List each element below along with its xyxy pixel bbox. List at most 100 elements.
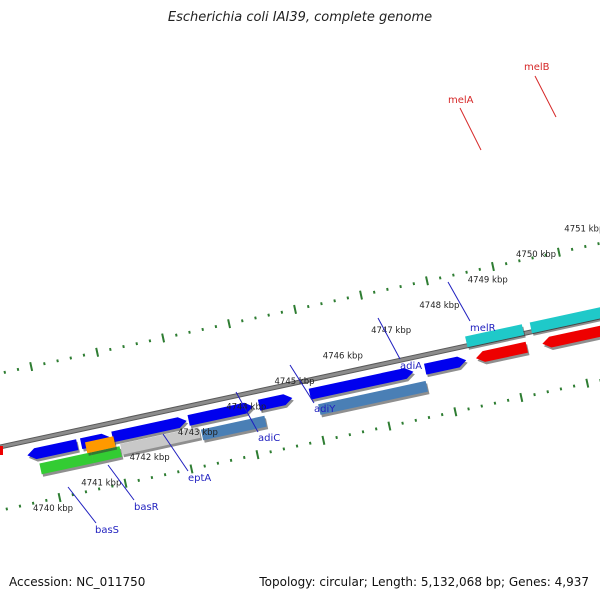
outer-tick-mark: [333, 299, 336, 303]
inner-tick-mark: [546, 390, 549, 394]
outer-tick-mark: [359, 290, 363, 300]
outer-tick-mark: [201, 327, 204, 331]
outer-tick-mark: [82, 353, 86, 357]
green-feature: [91, 446, 122, 464]
cds-feature: [111, 417, 187, 443]
inner-tick-mark: [506, 398, 510, 402]
inner-tick-mark: [374, 427, 378, 431]
outer-tick-mark: [425, 276, 429, 286]
orange-feature: [85, 436, 116, 454]
outer-tick-mark: [29, 361, 34, 372]
gene-label: basS: [95, 525, 119, 536]
inner-tick-mark: [585, 378, 590, 388]
scale-label: 4751 kbp: [564, 225, 600, 235]
inner-tick-mark: [401, 421, 404, 425]
inner-tick-mark: [308, 441, 312, 445]
cds-feature: [308, 368, 414, 400]
inner-tick-mark: [255, 450, 260, 460]
outer-tick-mark: [56, 359, 59, 363]
inner-tick-mark: [242, 455, 246, 460]
gene-leader-line: [377, 317, 401, 360]
scale-label: 4749 kbp: [468, 275, 508, 285]
inner-tick-mark: [45, 498, 48, 502]
inner-tick-mark: [189, 464, 194, 474]
gene-leader-line: [235, 391, 259, 433]
inner-tick-mark: [111, 484, 114, 488]
inner-tick-mark: [216, 461, 220, 465]
outer-tick-mark: [254, 316, 257, 320]
inner-tick-mark: [493, 401, 497, 405]
inner-tick-mark: [335, 435, 338, 440]
inner-tick-mark: [203, 464, 206, 468]
inner-tick-mark: [57, 492, 62, 503]
scale-label: 4743 kbp: [178, 428, 218, 438]
outer-tick-mark: [241, 319, 244, 323]
reverse-cds-feature: [318, 380, 428, 415]
rrna-feature-cyan: [465, 324, 525, 348]
inner-tick-mark: [97, 487, 101, 491]
outer-tick-mark: [346, 296, 350, 300]
outer-tick-mark: [399, 284, 402, 289]
gene-label: eptA: [188, 473, 211, 484]
accession-label: Accession: NC_011750: [9, 575, 146, 589]
inner-tick-mark: [18, 504, 22, 508]
cds-feature: [424, 356, 467, 375]
inner-tick-mark: [150, 475, 154, 480]
outer-tick-mark: [148, 339, 152, 343]
outer-tick-mark: [372, 290, 376, 294]
gene-label: adiC: [258, 433, 280, 444]
gene-label: melB: [524, 62, 550, 73]
outer-tick-mark: [386, 287, 389, 291]
inner-tick-mark: [467, 407, 470, 411]
outer-tick-mark: [161, 333, 166, 343]
inner-tick-mark: [361, 430, 365, 434]
outer-tick-mark: [478, 267, 482, 271]
rrna-feature-red: [542, 325, 600, 348]
inner-tick-mark: [533, 393, 536, 397]
outer-tick-mark: [293, 304, 297, 315]
outer-tick-mark: [43, 362, 46, 366]
scale-label: 4742 kbp: [130, 453, 170, 463]
cds-feature: [27, 439, 79, 460]
scale-label: 4750 kbp: [516, 250, 556, 260]
gray-feature: [120, 427, 201, 455]
outer-tick-mark: [306, 304, 310, 309]
scale-label: 4741 kbp: [81, 479, 121, 489]
outer-tick-mark: [438, 276, 442, 280]
inner-tick-mark: [519, 392, 524, 403]
outer-tick-mark: [16, 367, 20, 372]
gene-leader-line: [534, 75, 557, 118]
outer-tick-mark: [531, 256, 534, 260]
gene-leader-line: [459, 107, 482, 151]
scale-label: 4745 kbp: [275, 377, 315, 387]
outer-tick-mark: [69, 356, 73, 360]
gene-leader-line: [162, 433, 189, 472]
inner-tick-mark: [387, 421, 392, 431]
inner-tick-mark: [84, 490, 88, 494]
inner-tick-mark: [177, 470, 180, 474]
outer-tick-mark: [584, 244, 587, 249]
inner-tick-mark: [453, 407, 458, 417]
gene-label: adiA: [400, 361, 422, 372]
outer-tick-mark: [465, 270, 468, 274]
edge-red-feature: [0, 446, 3, 455]
outer-tick-mark: [412, 282, 416, 286]
scale-label: 4740 kbp: [33, 504, 73, 514]
scale-label: 4748 kbp: [419, 301, 459, 311]
genome-summary: Topology: circular; Length: 5,132,068 bp…: [259, 575, 589, 589]
inner-tick-mark: [282, 447, 286, 451]
gene-label: melA: [448, 95, 474, 106]
cds-feature: [257, 394, 293, 411]
reverse-cds-feature: [200, 415, 267, 441]
inner-tick-mark: [5, 507, 9, 511]
inner-tick-mark: [321, 435, 326, 445]
gene-leader-line: [447, 281, 471, 322]
inner-tick-mark: [269, 450, 272, 454]
inner-tick-mark: [71, 493, 75, 497]
outer-tick-mark: [109, 347, 112, 352]
outer-tick-mark: [320, 302, 323, 306]
inner-tick-mark: [137, 478, 140, 482]
inner-tick-mark: [559, 387, 563, 391]
scale-label: 4744 kbp: [226, 402, 266, 412]
